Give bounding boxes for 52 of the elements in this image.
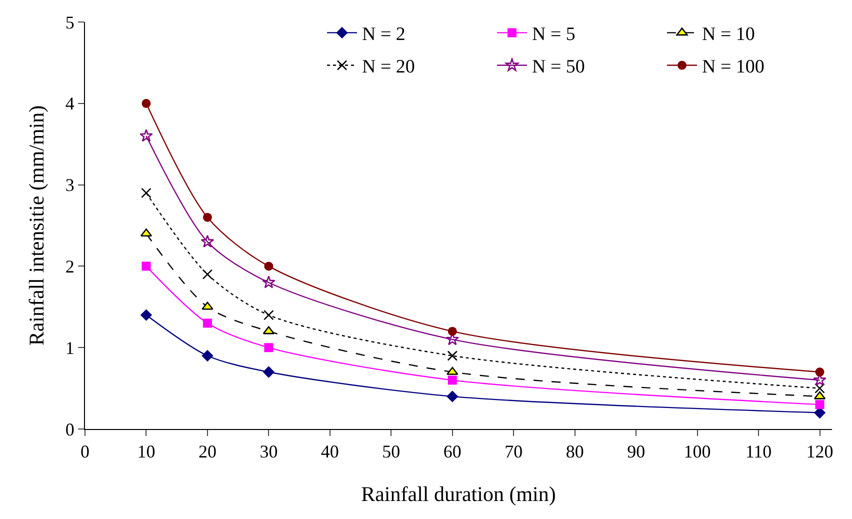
- y-tick-label: 2: [65, 256, 74, 276]
- x-tick-label: 60: [443, 442, 462, 462]
- x-tick-label: 40: [320, 442, 339, 462]
- x-tick-label: 70: [504, 442, 523, 462]
- point: [141, 188, 152, 198]
- point: [202, 302, 214, 310]
- point: [262, 276, 276, 288]
- x-tick-label: 50: [382, 442, 400, 462]
- point: [446, 366, 458, 375]
- x-tick-label: 100: [684, 442, 711, 462]
- point: [447, 350, 458, 361]
- point: [448, 376, 457, 385]
- point: [140, 309, 152, 321]
- point: [202, 350, 214, 362]
- x-tick-label: 80: [566, 442, 584, 462]
- point: [142, 262, 151, 271]
- legend-label: N = 5: [532, 24, 576, 46]
- x-tick-label: 30: [260, 442, 278, 462]
- y-tick-label: 1: [65, 338, 74, 358]
- point: [448, 326, 457, 336]
- point: [446, 390, 458, 402]
- point: [140, 228, 152, 237]
- point: [202, 269, 213, 280]
- y-tick-label: 3: [65, 175, 74, 196]
- legend-label: N = 20: [362, 56, 415, 78]
- point: [264, 310, 274, 320]
- legend-label: N = 10: [702, 24, 755, 46]
- x-tick-label: 20: [198, 442, 216, 462]
- y-tick-label: 0: [65, 419, 74, 440]
- point: [202, 212, 212, 222]
- point: [142, 98, 151, 108]
- point: [815, 400, 824, 410]
- legend-label: N = 100: [702, 56, 764, 78]
- x-axis-title: Rainfall duration (min): [361, 482, 556, 506]
- point: [815, 368, 824, 377]
- point: [262, 366, 275, 378]
- point: [264, 262, 274, 271]
- x-tick-label: 90: [627, 442, 646, 462]
- y-tick-label: 5: [65, 12, 74, 32]
- x-tick-label: 110: [745, 442, 772, 462]
- y-axis-title: Rainfall intensitie (mm/min): [24, 105, 49, 346]
- y-tick-label: 4: [65, 94, 74, 114]
- point: [264, 343, 274, 352]
- point: [140, 129, 153, 142]
- legend-label: N = 2: [362, 24, 406, 46]
- point: [200, 234, 214, 248]
- point: [202, 318, 212, 328]
- point: [814, 383, 825, 394]
- x-tick-label: 120: [806, 442, 834, 462]
- x-tick-label: 10: [137, 442, 156, 462]
- x-tick-label: 0: [80, 442, 90, 462]
- legend-label: N = 50: [532, 56, 585, 78]
